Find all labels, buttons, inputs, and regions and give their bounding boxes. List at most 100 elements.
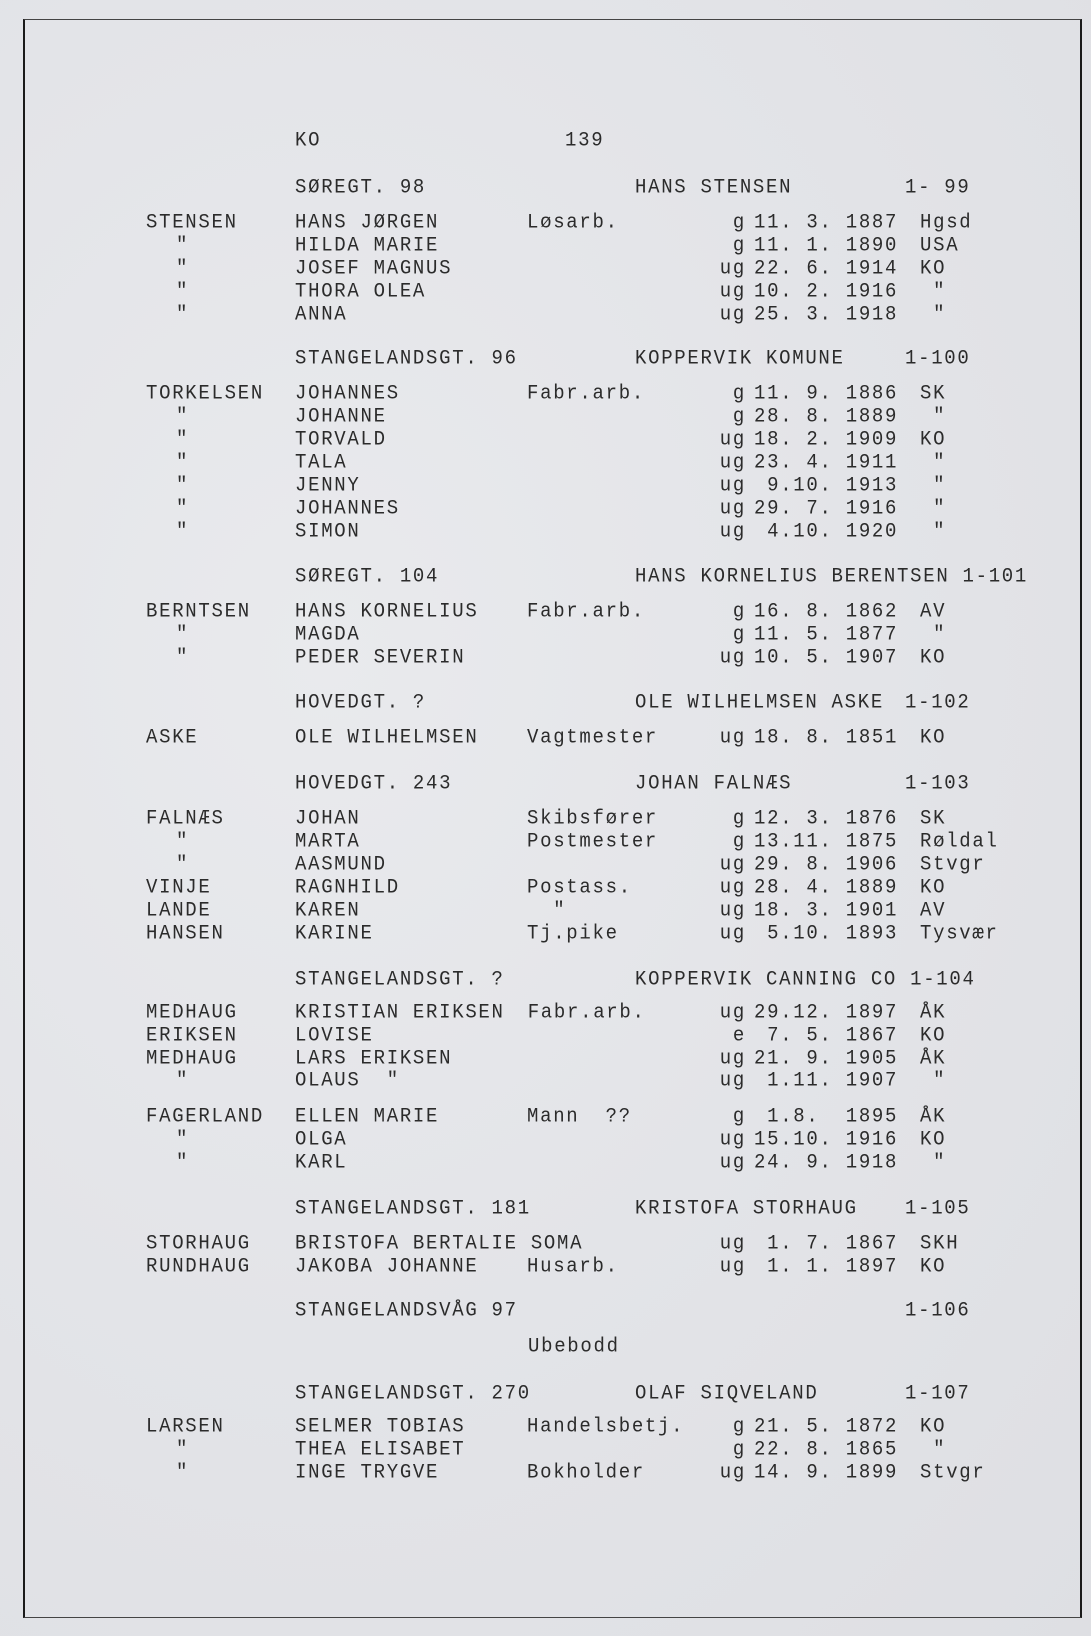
row-birth-date: 22. 8. 1865 [754, 1437, 899, 1461]
row-surname: " [176, 496, 190, 520]
section-number: 1-100 [905, 346, 971, 370]
row-birth-place: Tysvær [920, 921, 999, 945]
row-marital-status: ug [719, 1127, 746, 1151]
row-birth-date: 1.8. 1895 [754, 1104, 899, 1128]
row-birth-date: 10. 2. 1916 [754, 279, 899, 303]
row-first-name: RAGNHILD [295, 875, 400, 899]
section-number: 1-101 [962, 564, 1029, 588]
row-marital-status: ug [719, 496, 746, 520]
row-marital-status: g [732, 806, 746, 830]
row-first-name: LOVISE [295, 1023, 374, 1047]
row-first-name: JOHAN [295, 806, 361, 830]
row-surname: ERIKSEN [146, 1023, 238, 1047]
row-first-name: LARS ERIKSEN [295, 1046, 453, 1070]
row-birth-place: KO [920, 645, 947, 669]
row-birth-date: 25. 3. 1918 [754, 302, 899, 326]
row-birth-place: KO [920, 725, 947, 749]
row-birth-date: 11. 5. 1877 [754, 622, 899, 646]
row-birth-date: 14. 9. 1899 [754, 1460, 899, 1484]
row-marital-status: ug [719, 473, 746, 497]
section-address: STANGELANDSGT. 96 [295, 346, 518, 370]
row-occupation: Vagtmester [527, 725, 659, 749]
row-marital-status: g [732, 829, 746, 853]
row-surname: " [176, 279, 190, 303]
section-note: Ubebodd [528, 1334, 620, 1358]
row-birth-date: 21. 9. 1905 [754, 1046, 899, 1070]
row-marital-status: g [732, 404, 746, 428]
section-address: SØREGT. 98 [295, 175, 427, 199]
row-birth-place: AV [920, 599, 947, 623]
row-surname: MEDHAUG [146, 1000, 238, 1024]
row-first-name: ELLEN MARIE [295, 1104, 440, 1128]
row-surname: " [176, 829, 190, 853]
section-address: STANGELANDSGT. ? [295, 967, 505, 991]
row-marital-status: ug [719, 1068, 746, 1092]
row-first-name: KARL [295, 1150, 348, 1174]
row-birth-place: AV [920, 898, 947, 922]
row-first-name: SELMER TOBIAS [295, 1414, 466, 1438]
row-birth-date: 15.10. 1916 [754, 1127, 899, 1151]
row-first-name: KRISTIAN ERIKSEN [295, 1000, 505, 1024]
row-birth-date: 13.11. 1875 [754, 829, 899, 853]
row-first-name: PEDER SEVERIN [295, 645, 466, 669]
row-occupation: Fabr.arb. [527, 599, 645, 623]
row-birth-date: 28. 8. 1889 [754, 404, 899, 428]
row-surname: " [176, 1437, 190, 1461]
section-owner: KRISTOFA STORHAUG [635, 1196, 858, 1220]
row-birth-date: 12. 3. 1876 [754, 806, 899, 830]
row-birth-place: KO [920, 1127, 947, 1151]
row-first-name: JOSEF MAGNUS [295, 256, 453, 280]
row-surname: LANDE [146, 898, 212, 922]
section-address: STANGELANDSGT. 181 [295, 1196, 531, 1220]
row-surname: " [176, 450, 190, 474]
row-occupation: Løsarb. [527, 210, 619, 234]
row-birth-date: 16. 8. 1862 [754, 599, 899, 623]
row-occupation: Bokholder [527, 1460, 645, 1484]
section-address: HOVEDGT. 243 [295, 771, 453, 795]
section-address: STANGELANDSVÅG 97 [295, 1298, 518, 1322]
row-first-name: TORVALD [295, 427, 387, 451]
row-birth-place: " [920, 496, 947, 520]
row-marital-status: ug [719, 852, 746, 876]
row-marital-status: g [732, 1437, 746, 1461]
row-surname: FALNÆS [146, 806, 225, 830]
row-first-name: OLAUS " [295, 1068, 400, 1092]
row-birth-place: Stvgr [920, 852, 986, 876]
row-occupation: Fabr.arb. [527, 381, 645, 405]
row-marital-status: g [732, 233, 746, 257]
row-birth-place: " [920, 1068, 947, 1092]
row-first-name: HANS JØRGEN [295, 210, 440, 234]
row-surname: " [176, 1068, 190, 1092]
row-birth-place: Stvgr [920, 1460, 986, 1484]
row-birth-date: 11. 1. 1890 [754, 233, 899, 257]
row-birth-place: Hgsd [920, 210, 973, 234]
row-first-name: AASMUND [295, 852, 387, 876]
section-address: SØREGT. 104 [295, 564, 440, 588]
row-marital-status: g [732, 599, 746, 623]
row-birth-date: 29. 8. 1906 [754, 852, 899, 876]
row-birth-date: 29.12. 1897 [754, 1000, 899, 1024]
row-surname: TORKELSEN [146, 381, 264, 405]
row-occupation: Fabr.arb. [527, 1000, 646, 1024]
row-occupation: Postmester [527, 829, 659, 853]
row-marital-status: g [732, 381, 746, 405]
section-number: 1-106 [905, 1298, 971, 1322]
row-birth-date: 1.11. 1907 [754, 1068, 899, 1092]
row-birth-place: USA [920, 233, 960, 257]
section-address: HOVEDGT. ? [295, 690, 427, 714]
row-birth-place: " [920, 1150, 947, 1174]
row-surname: LARSEN [146, 1414, 225, 1438]
row-birth-date: 10. 5. 1907 [754, 645, 899, 669]
row-occupation: " [527, 898, 567, 922]
section-number: 1-105 [905, 1196, 971, 1220]
section-number: 1-102 [905, 690, 971, 714]
row-birth-place: " [920, 473, 947, 497]
row-birth-place: KO [920, 875, 947, 899]
row-birth-date: 4.10. 1920 [754, 519, 899, 543]
section-owner: JOHAN FALNÆS [635, 771, 793, 795]
row-birth-date: 9.10. 1913 [754, 473, 899, 497]
row-surname: " [176, 473, 190, 497]
row-birth-place: KO [920, 427, 947, 451]
row-surname: " [176, 404, 190, 428]
section-number: 1-104 [910, 967, 976, 991]
